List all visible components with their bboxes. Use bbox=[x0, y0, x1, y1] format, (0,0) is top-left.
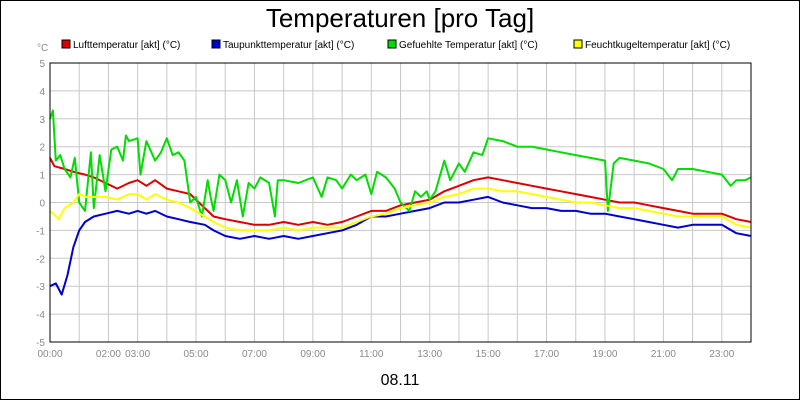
y-tick-label: 1 bbox=[39, 171, 45, 182]
chart-title: Temperaturen [pro Tag] bbox=[266, 3, 534, 33]
legend-swatch bbox=[61, 39, 71, 49]
y-tick-label: 3 bbox=[39, 115, 45, 126]
y-tick-label: -2 bbox=[36, 254, 45, 265]
x-tick-label: 03:00 bbox=[125, 349, 150, 360]
x-tick-label: 05:00 bbox=[184, 349, 209, 360]
x-tick-label: 07:00 bbox=[242, 349, 267, 360]
x-tick-label: 19:00 bbox=[592, 349, 617, 360]
legend-label: Feuchtkugeltemperatur [akt] (°C) bbox=[585, 40, 730, 51]
y-tick-label: -4 bbox=[36, 310, 45, 321]
date-label: 08.11 bbox=[381, 372, 420, 389]
plot-area-border bbox=[49, 62, 752, 343]
legend-label: Gefuehlte Temperatur [akt] (°C) bbox=[399, 40, 538, 51]
x-tick-label: 13:00 bbox=[417, 349, 442, 360]
chart-legend: Lufttemperatur [akt] (°C) Taupunkttempera… bbox=[61, 39, 730, 51]
x-tick-label: 17:00 bbox=[534, 349, 559, 360]
x-tick-label: 09:00 bbox=[300, 349, 325, 360]
y-axis-ticks: 5 4 3 2 1 0 -1 -2 -3 -4 -5 bbox=[36, 59, 45, 349]
x-tick-label: 21:00 bbox=[651, 349, 676, 360]
x-axis-ticks: 00:00 02:00 03:00 05:00 07:00 09:00 11:00 13:00… bbox=[37, 349, 734, 360]
series-line-1 bbox=[49, 195, 752, 296]
x-tick-label: 15:00 bbox=[476, 349, 501, 360]
y-tick-label: -1 bbox=[36, 226, 45, 237]
y-tick-label: 4 bbox=[39, 87, 45, 98]
y-tick-label: 5 bbox=[39, 59, 45, 70]
legend-label: Taupunkttemperatur [akt] (°C) bbox=[223, 40, 354, 51]
chart-series bbox=[49, 109, 752, 296]
y-tick-label: -3 bbox=[36, 282, 45, 293]
legend-swatch bbox=[573, 39, 583, 49]
y-tick-label: -5 bbox=[36, 338, 45, 349]
legend-label: Lufttemperatur [akt] (°C) bbox=[73, 40, 180, 51]
series-line-0 bbox=[49, 157, 752, 226]
x-tick-label: 11:00 bbox=[359, 349, 384, 360]
legend-swatch bbox=[211, 39, 221, 49]
series-line-2 bbox=[49, 109, 752, 218]
x-tick-label: 23:00 bbox=[709, 349, 734, 360]
x-tick-label: 02:00 bbox=[96, 349, 121, 360]
series-line-3 bbox=[49, 187, 752, 232]
y-tick-label: 2 bbox=[39, 143, 45, 154]
x-tick-label: 00:00 bbox=[37, 349, 62, 360]
legend-swatch bbox=[387, 39, 397, 49]
y-tick-label: 0 bbox=[39, 199, 45, 210]
y-axis-unit-label: °C bbox=[37, 43, 48, 54]
